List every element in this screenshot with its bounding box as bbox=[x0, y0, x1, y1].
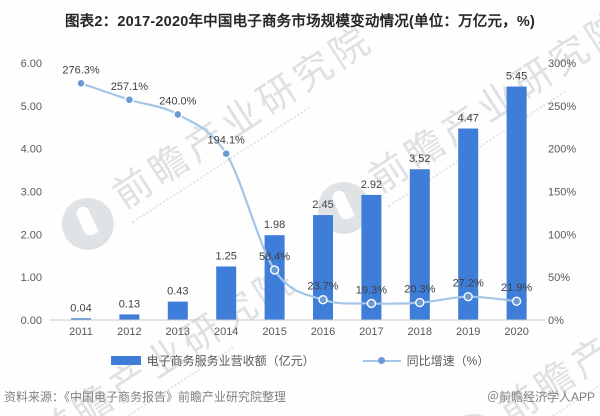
bar-value-label: 1.98 bbox=[264, 219, 285, 231]
left-axis-tick: 0.00 bbox=[21, 315, 42, 327]
growth-line bbox=[80, 82, 517, 305]
x-axis-label: 2017 bbox=[359, 326, 383, 338]
bar-2019 bbox=[458, 128, 479, 320]
right-axis-tick: 300% bbox=[548, 58, 576, 70]
line-point-2015 bbox=[269, 265, 280, 275]
right-axis-tick: 250% bbox=[548, 101, 576, 113]
bar-value-label: 4.47 bbox=[457, 113, 478, 125]
x-axis-label: 2020 bbox=[504, 326, 528, 338]
bar-2017 bbox=[361, 194, 382, 320]
line-point-2011 bbox=[76, 78, 86, 89]
x-axis-label: 2019 bbox=[456, 326, 480, 338]
line-value-label: 27.2% bbox=[453, 278, 484, 290]
line-value-label: 194.1% bbox=[208, 135, 246, 147]
x-axis-label: 2018 bbox=[408, 326, 432, 338]
bar-value-label: 5.45 bbox=[506, 71, 527, 83]
chart-legend: 电子商务服务业营收额（亿元） 同比增速（%） bbox=[0, 352, 600, 369]
line-point-2019 bbox=[463, 291, 473, 302]
bar-2014 bbox=[216, 266, 237, 320]
line-point-2013 bbox=[173, 109, 183, 120]
bar-series-swatch-icon bbox=[110, 356, 141, 365]
bar-2018 bbox=[409, 169, 430, 320]
line-value-label: 20.3% bbox=[404, 284, 435, 296]
line-value-label: 240.0% bbox=[159, 95, 197, 107]
bar-value-label: 2.92 bbox=[361, 179, 382, 191]
x-axis-label: 2011 bbox=[69, 326, 93, 338]
legend-item-bar-series: 电子商务服务业营收额（亿元） bbox=[110, 352, 315, 369]
left-axis-tick: 4.00 bbox=[21, 144, 42, 156]
bar-value-label: 0.13 bbox=[119, 298, 140, 310]
left-axis-tick: 5.00 bbox=[21, 101, 42, 113]
line-value-label: 21.9% bbox=[501, 282, 532, 294]
bar-2013 bbox=[167, 301, 188, 320]
bar-value-label: 3.52 bbox=[409, 153, 430, 165]
legend-label: 电子商务服务业营收额（亿元） bbox=[146, 354, 315, 368]
left-axis-tick: 3.00 bbox=[21, 187, 42, 199]
bar-value-label: 1.25 bbox=[215, 250, 236, 262]
line-value-label: 257.1% bbox=[111, 81, 149, 93]
x-axis-label: 2012 bbox=[117, 326, 141, 338]
footer: 资料来源：《中国电子商务报告》前瞻产业研究院整理 ＠前瞻经济学人APP bbox=[0, 388, 600, 405]
right-axis-tick: 150% bbox=[548, 187, 576, 199]
bar-2015 bbox=[264, 235, 285, 320]
brand-note: ＠前瞻经济学人APP bbox=[486, 390, 595, 404]
bar-value-label: 0.43 bbox=[167, 286, 188, 298]
chart-title: 图表2：2017-2020年中国电子商务市场规模变动情况(单位：万亿元，%) bbox=[64, 14, 536, 30]
bar-value-label: 2.45 bbox=[312, 199, 333, 211]
left-axis-tick: 1.00 bbox=[21, 272, 42, 284]
x-axis-label: 2013 bbox=[166, 326, 190, 338]
bar-2011 bbox=[71, 318, 91, 320]
x-axis-label: 2014 bbox=[214, 326, 238, 338]
bar-2020 bbox=[506, 86, 527, 320]
bar-2016 bbox=[313, 215, 333, 320]
line-series-swatch-icon bbox=[362, 356, 401, 365]
line-point-2020 bbox=[511, 296, 522, 306]
line-value-label: 19.3% bbox=[356, 284, 387, 296]
legend-label: 同比增速（%） bbox=[406, 354, 490, 368]
bar-value-label: 0.04 bbox=[70, 302, 91, 314]
right-axis-tick: 100% bbox=[548, 229, 576, 241]
line-point-2018 bbox=[415, 297, 425, 308]
line-value-label: 276.3% bbox=[62, 64, 100, 76]
line-point-2012 bbox=[124, 95, 135, 105]
line-value-label: 23.7% bbox=[307, 281, 338, 293]
line-point-2014 bbox=[221, 149, 231, 159]
line-point-2017 bbox=[366, 298, 377, 309]
x-axis-label: 2016 bbox=[311, 326, 335, 338]
line-point-2016 bbox=[318, 294, 328, 305]
left-axis-tick: 6.00 bbox=[21, 58, 42, 70]
x-axis-label: 2015 bbox=[262, 326, 286, 338]
line-value-label: 58.4% bbox=[259, 251, 290, 263]
left-axis-tick: 2.00 bbox=[21, 229, 42, 241]
source-note: 资料来源：《中国电子商务报告》前瞻产业研究院整理 bbox=[4, 390, 287, 404]
bar-2012 bbox=[119, 314, 140, 320]
right-axis-tick: 50% bbox=[548, 272, 570, 284]
right-axis-tick: 0% bbox=[548, 315, 564, 327]
right-axis-tick: 200% bbox=[548, 144, 576, 156]
legend-item-line-series: 同比增速（%） bbox=[362, 352, 490, 369]
